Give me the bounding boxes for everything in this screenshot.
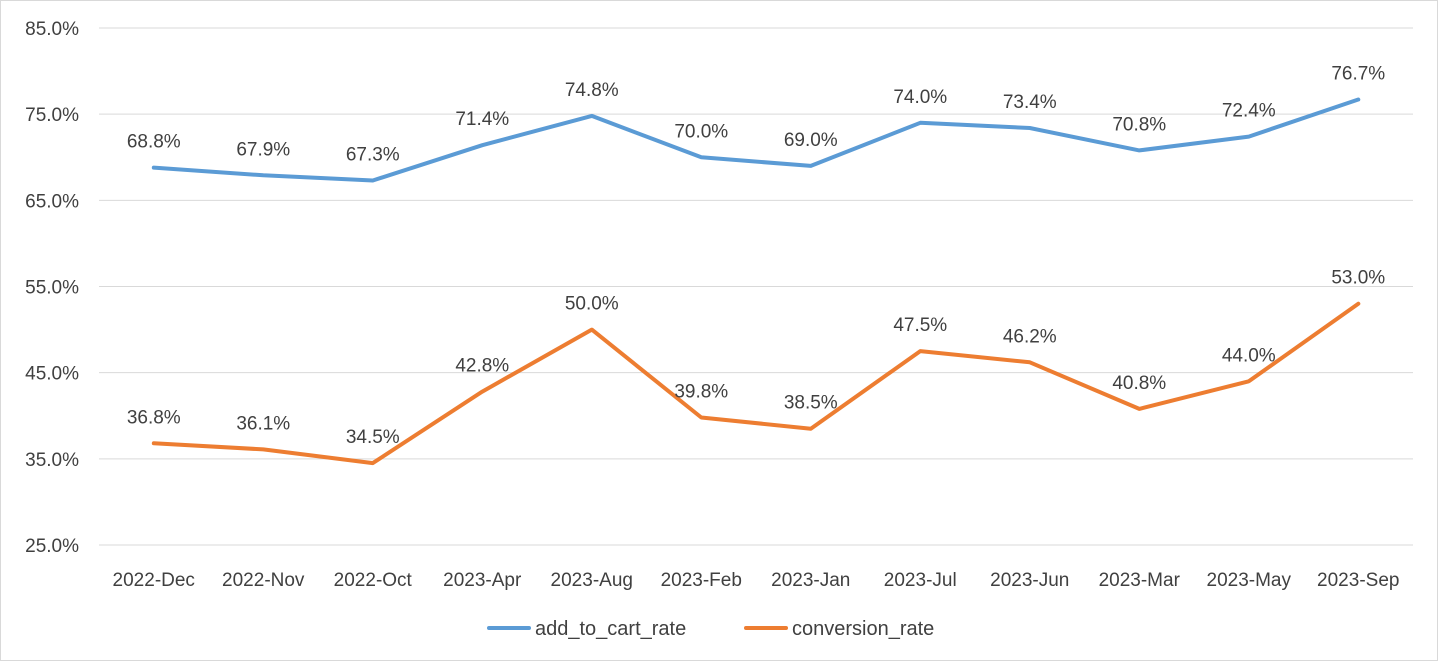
data-label: 68.8% xyxy=(127,132,181,153)
y-tick-label: 25.0% xyxy=(25,536,79,557)
x-axis: 2022-Dec 2022-Nov 2022-Oct 2023-Apr 2023-Aug… xyxy=(113,570,1400,591)
x-tick-label: 2023-Jul xyxy=(884,570,957,591)
data-labels: 68.8% 67.9% 67.3% 71.4% 74.8% 70.0% 69.0% 74.0%… xyxy=(127,64,1385,449)
gridlines xyxy=(99,27,1413,546)
data-label: 74.0% xyxy=(893,87,947,108)
data-label: 34.5% xyxy=(346,427,400,448)
y-tick-label: 75.0% xyxy=(25,105,79,126)
series-line-add-to-cart-rate xyxy=(151,97,1361,183)
data-label: 47.5% xyxy=(893,315,947,336)
data-label: 36.1% xyxy=(236,413,290,434)
y-tick-label: 65.0% xyxy=(25,191,79,212)
x-tick-label: 2023-Feb xyxy=(661,570,742,591)
legend-label: add_to_cart_rate xyxy=(535,618,686,640)
x-tick-label: 2022-Nov xyxy=(222,570,305,591)
x-tick-label: 2023-Jan xyxy=(771,570,850,591)
legend-label: conversion_rate xyxy=(792,618,934,640)
data-label: 76.7% xyxy=(1331,64,1385,85)
data-label: 70.0% xyxy=(674,121,728,142)
data-label: 69.0% xyxy=(784,130,838,151)
y-tick-label: 55.0% xyxy=(25,278,79,299)
legend: add_to_cart_rate conversion_rate xyxy=(487,618,934,640)
data-label: 46.2% xyxy=(1003,326,1057,347)
y-axis: 25.0% 35.0% 45.0% 55.0% 65.0% 75.0% 85.0% xyxy=(25,19,79,557)
data-label: 36.8% xyxy=(127,407,181,428)
data-label: 71.4% xyxy=(455,109,509,130)
data-label: 73.4% xyxy=(1003,92,1057,113)
y-tick-label: 45.0% xyxy=(25,364,79,385)
y-tick-label: 85.0% xyxy=(25,19,79,40)
data-label: 42.8% xyxy=(455,356,509,377)
x-tick-label: 2023-Sep xyxy=(1317,570,1399,591)
data-label: 53.0% xyxy=(1331,268,1385,289)
data-label: 38.5% xyxy=(784,393,838,414)
data-label: 50.0% xyxy=(565,294,619,315)
data-label: 40.8% xyxy=(1112,373,1166,394)
x-tick-label: 2022-Dec xyxy=(113,570,195,591)
x-tick-label: 2023-Apr xyxy=(443,570,522,591)
data-label: 44.0% xyxy=(1222,345,1276,366)
y-tick-label: 35.0% xyxy=(25,450,79,471)
x-tick-label: 2023-Jun xyxy=(990,570,1069,591)
x-tick-label: 2023-May xyxy=(1207,570,1292,591)
data-label: 39.8% xyxy=(674,381,728,402)
x-tick-label: 2022-Oct xyxy=(334,570,413,591)
x-tick-label: 2023-Aug xyxy=(551,570,633,591)
series xyxy=(151,97,1361,466)
data-label: 67.3% xyxy=(346,145,400,166)
x-tick-label: 2023-Mar xyxy=(1099,570,1181,591)
data-label: 72.4% xyxy=(1222,101,1276,122)
series-line-conversion-rate xyxy=(151,301,1361,466)
data-label: 70.8% xyxy=(1112,114,1166,135)
data-label: 67.9% xyxy=(236,139,290,160)
data-label: 74.8% xyxy=(565,80,619,101)
